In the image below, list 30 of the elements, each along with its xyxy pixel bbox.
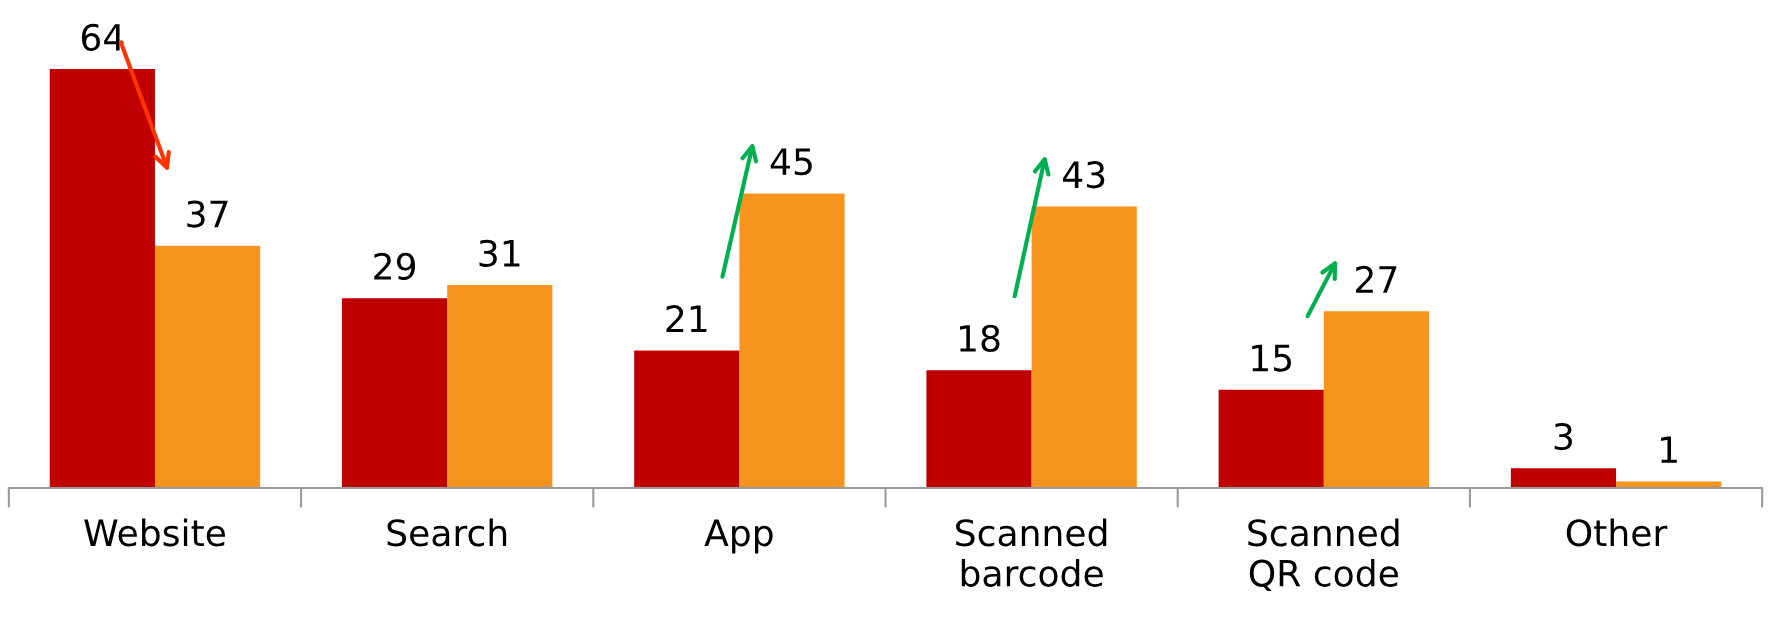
data-label: 1 xyxy=(1661,436,1677,463)
data-label: 64 xyxy=(81,23,124,51)
bar xyxy=(1323,311,1430,488)
data-label: 31 xyxy=(479,239,520,267)
x-tick-label: Scanned barcode xyxy=(956,518,1107,587)
bar xyxy=(154,245,261,488)
bar xyxy=(634,350,740,488)
x-tick-label: Scanned QR code xyxy=(1248,518,1399,592)
bar xyxy=(447,285,553,488)
data-label: 45 xyxy=(770,148,812,176)
bar xyxy=(49,69,155,488)
bar xyxy=(341,298,448,488)
data-label: 37 xyxy=(187,200,228,228)
x-tick-label: App xyxy=(704,519,773,554)
x-tick-label: Website xyxy=(84,518,226,547)
bar xyxy=(1218,389,1324,488)
data-label: 21 xyxy=(666,305,707,332)
bar xyxy=(1616,481,1722,488)
bar xyxy=(1031,206,1137,488)
data-label: 43 xyxy=(1063,161,1105,189)
bar xyxy=(739,193,845,488)
bar xyxy=(1510,468,1617,488)
data-label: 27 xyxy=(1356,265,1397,293)
data-label: 18 xyxy=(960,324,1000,353)
bar xyxy=(926,370,1032,488)
x-tick-label: Search xyxy=(387,518,507,547)
data-label: 29 xyxy=(374,252,416,281)
data-label: 3 xyxy=(1554,422,1573,451)
data-label: 15 xyxy=(1252,344,1292,372)
x-tick-label: Other xyxy=(1566,518,1668,547)
